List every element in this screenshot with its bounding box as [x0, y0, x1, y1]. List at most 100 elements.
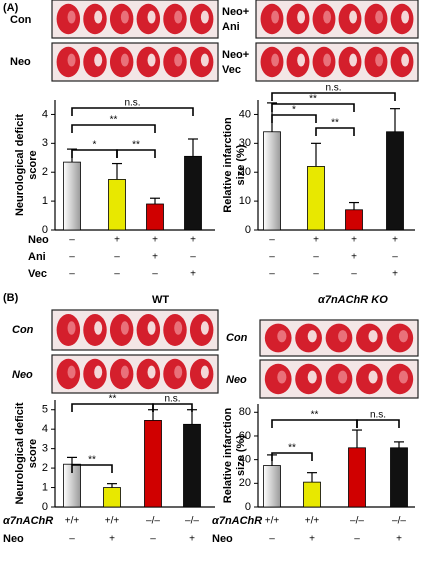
brain-slice-lesion [120, 53, 129, 67]
y-axis-label: score [27, 439, 39, 468]
brain-slice-lesion [277, 330, 287, 343]
significance-label: ** [309, 94, 317, 105]
condition-label: – [69, 534, 75, 545]
condition-label: – [190, 252, 196, 263]
condition-label: + [109, 534, 115, 545]
brain-slice-lesion [67, 321, 76, 335]
condition-label: + [190, 269, 196, 280]
y-tick-label: 20 [239, 477, 251, 489]
y-axis-label: size (%) [235, 435, 247, 476]
significance-bracket [356, 419, 400, 428]
significance-bracket [71, 403, 154, 412]
y-axis-label: Relative infarction [222, 117, 234, 213]
condition-label: – [114, 269, 120, 280]
brain-slice-lesion [200, 10, 209, 24]
brain-slice-lesion [323, 10, 332, 24]
photo-label: Neo [226, 374, 247, 386]
significance-label: * [292, 105, 296, 116]
condition-name: Neo [28, 234, 49, 246]
significance-bracket [71, 107, 194, 116]
condition-label: –/– [185, 516, 199, 527]
bar [390, 447, 408, 508]
condition-name: α7nAChR [212, 515, 262, 527]
y-tick-label: 10 [239, 195, 251, 207]
brain-slice-lesion [147, 321, 156, 335]
significance-label: n.s. [124, 98, 140, 109]
y-axis-label: Neurological deficit [14, 402, 26, 504]
condition-label: – [152, 269, 158, 280]
significance-label: ** [311, 410, 319, 421]
significance-bracket [116, 149, 156, 158]
brain-slice-lesion [349, 10, 358, 24]
y-tick-label: 80 [239, 406, 251, 418]
significance-bracket [71, 124, 156, 133]
significance-label: ** [288, 443, 296, 454]
significance-label: ** [331, 118, 339, 129]
condition-label: + [313, 235, 319, 246]
brain-slice-lesion [147, 53, 156, 67]
bar [303, 481, 321, 508]
significance-bracket [315, 127, 355, 136]
condition-label: +/+ [305, 516, 320, 527]
photo-label: Neo [10, 56, 31, 68]
bar [108, 179, 126, 231]
significance-bracket [271, 92, 396, 101]
brain-slice-lesion [120, 321, 129, 335]
brain-slice-lesion [375, 10, 384, 24]
y-tick-label: 0 [42, 224, 48, 236]
brain-slice-lesion [147, 10, 156, 24]
photo-label: Neo+ [222, 49, 249, 61]
y-tick-label: 30 [239, 137, 251, 149]
significance-label: * [93, 140, 97, 151]
brain-slice-lesion [277, 370, 287, 384]
condition-label: – [351, 269, 357, 280]
condition-label: +/+ [105, 516, 120, 527]
condition-label: – [313, 269, 319, 280]
brain-slice-lesion [368, 370, 378, 384]
brain-slice-lesion [271, 53, 280, 67]
brain-slice-lesion [307, 370, 317, 384]
bar [146, 203, 164, 231]
condition-label: + [114, 235, 120, 246]
bar [103, 487, 121, 508]
brain-slice-lesion [323, 53, 332, 67]
condition-label: – [392, 252, 398, 263]
brain-slice-lesion [120, 365, 129, 379]
condition-label: + [351, 252, 357, 263]
brain-slice-lesion [94, 53, 103, 67]
condition-label: + [392, 235, 398, 246]
y-tick-label: 40 [239, 454, 251, 466]
brain-slice-lesion [200, 53, 209, 67]
panel-label: (A) [3, 2, 19, 14]
brain-slice-lesion [174, 10, 183, 24]
brain-slice-lesion [401, 10, 410, 24]
group-header: α7nAChR KO [318, 294, 388, 306]
y-tick-label: 0 [245, 501, 251, 513]
bar [386, 131, 404, 231]
photo-label: Vec [222, 64, 241, 76]
condition-label: +/+ [65, 516, 80, 527]
bar [63, 161, 81, 231]
y-axis-label: Neurological deficit [14, 114, 26, 216]
photo-label: Neo+ [222, 6, 249, 18]
y-tick-label: 3 [42, 443, 48, 455]
y-tick-label: 5 [42, 404, 48, 416]
bar [183, 423, 201, 508]
significance-bracket [71, 149, 118, 158]
condition-label: + [309, 534, 315, 545]
condition-label: – [354, 534, 360, 545]
condition-name: Neo [3, 533, 24, 545]
bar [348, 447, 366, 508]
brain-slice-lesion [271, 10, 280, 24]
condition-label: – [150, 534, 156, 545]
brain-slice-lesion [94, 10, 103, 24]
bar [263, 465, 281, 508]
brain-slice-lesion [398, 370, 409, 384]
brain-slice-lesion [338, 370, 348, 384]
y-tick-label: 20 [239, 166, 251, 178]
condition-label: – [269, 235, 275, 246]
condition-label: – [114, 252, 120, 263]
y-tick-label: 1 [42, 481, 48, 493]
significance-bracket [152, 403, 193, 412]
y-tick-label: 4 [42, 423, 48, 435]
